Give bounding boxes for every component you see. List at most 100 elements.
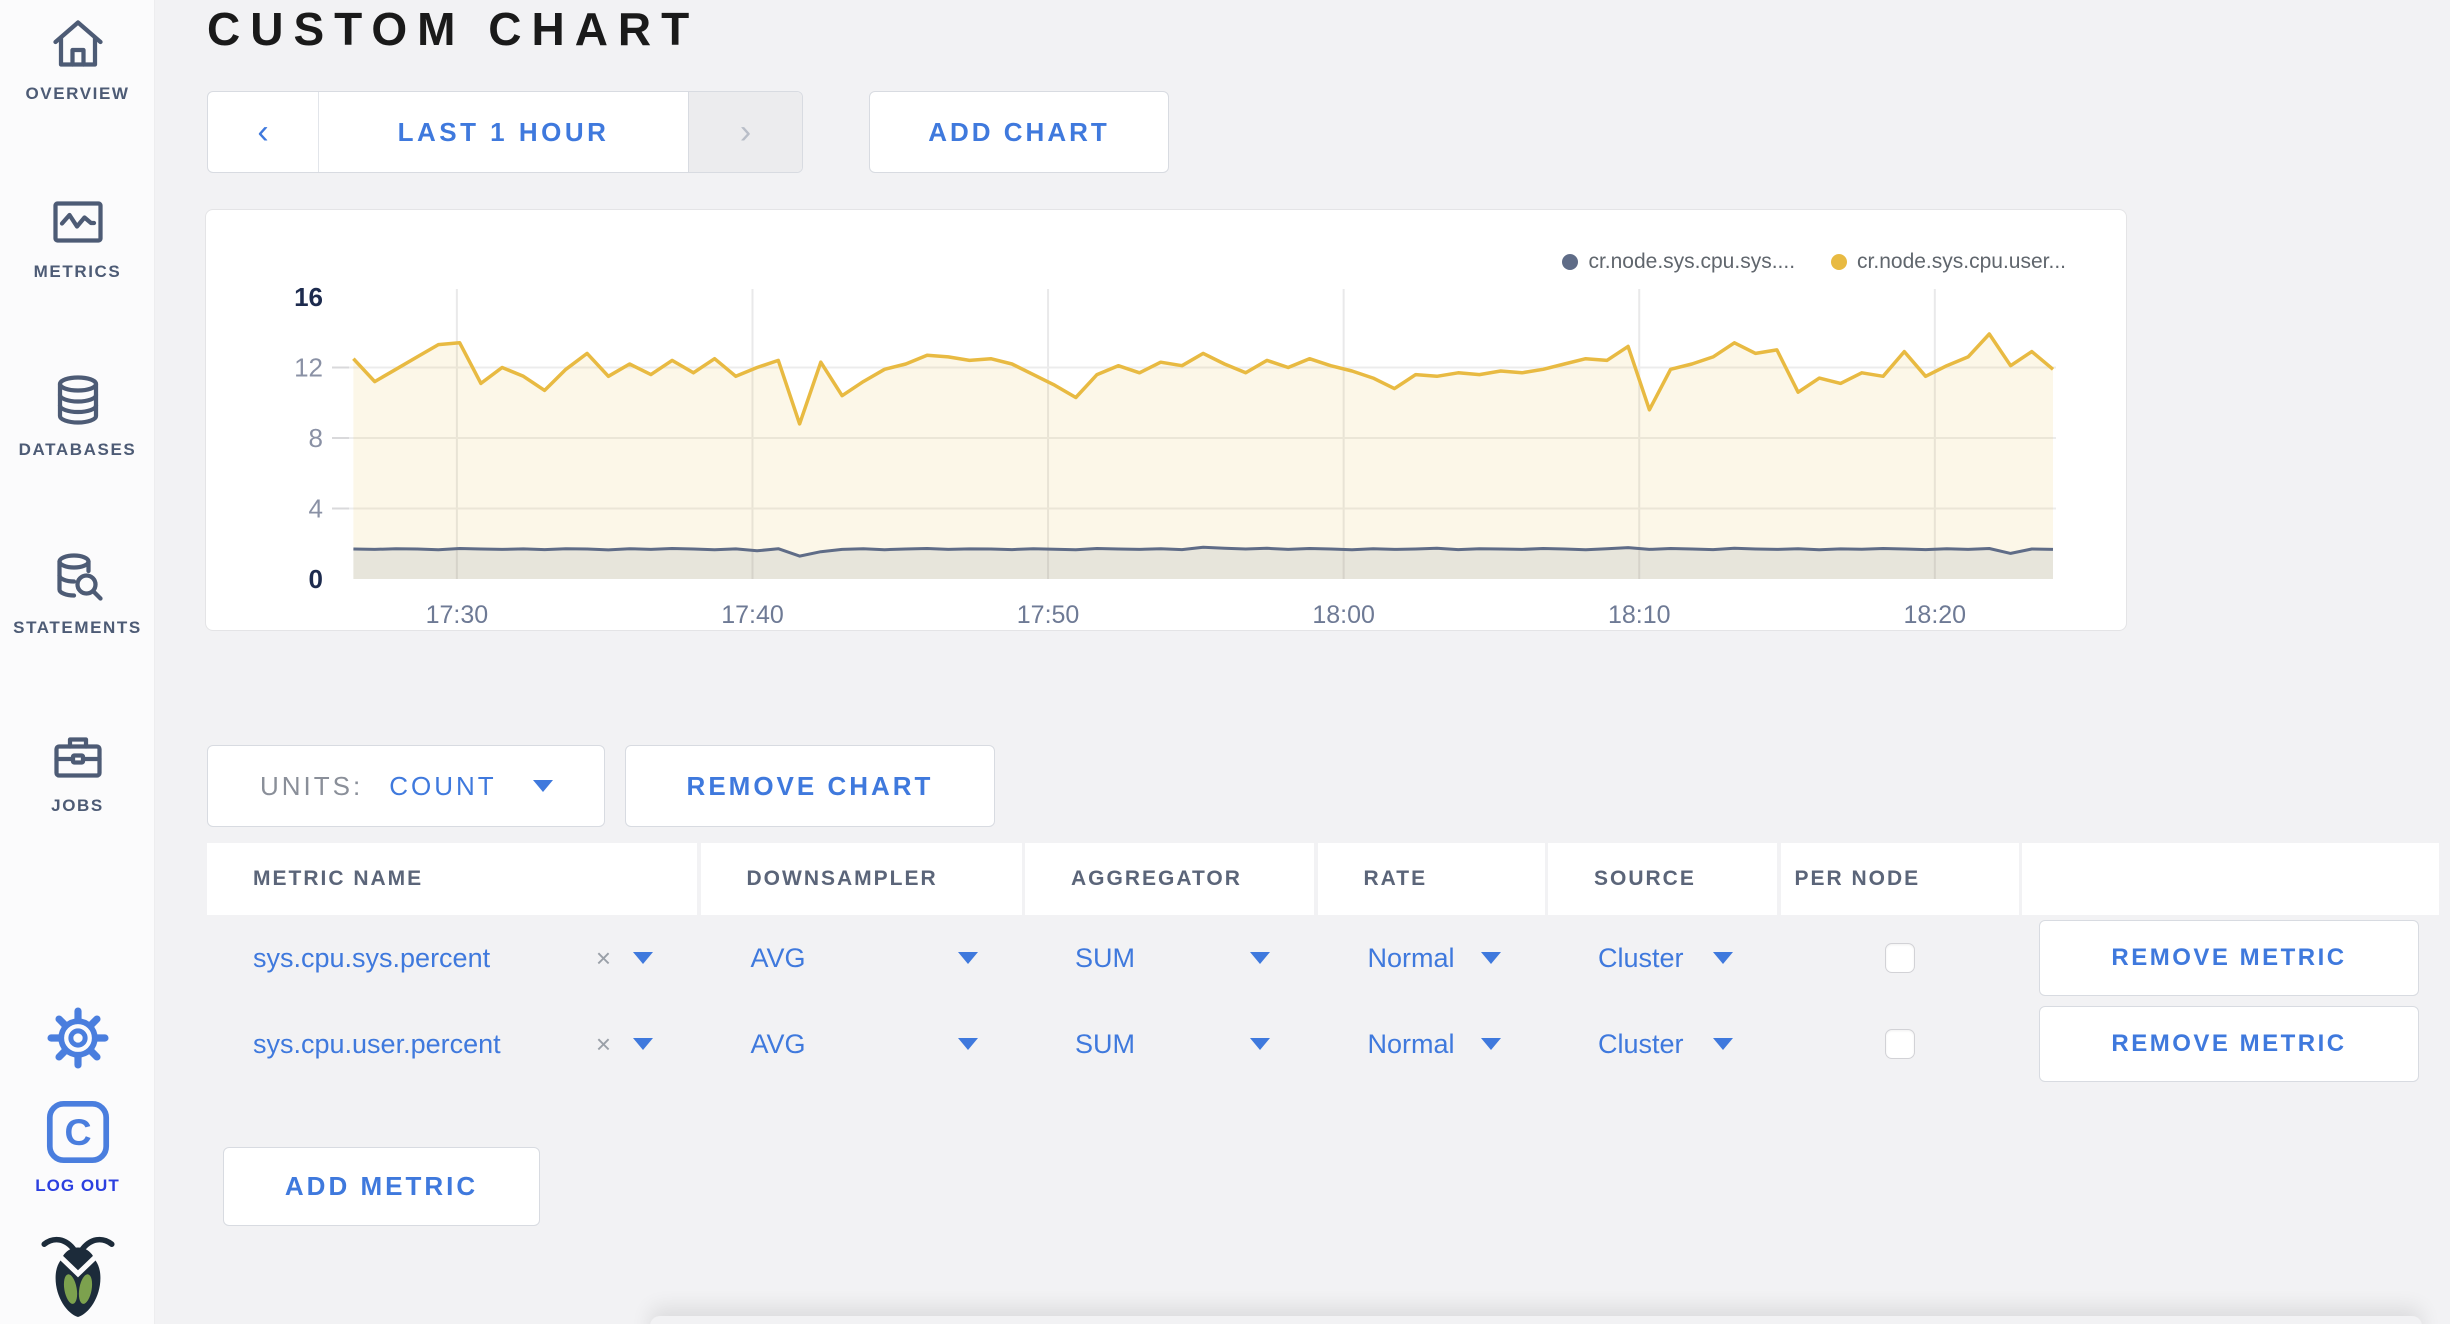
page-title: CUSTOM CHART <box>207 3 700 55</box>
sidebar-item-label: METRICS <box>33 262 122 281</box>
svg-text:18:10: 18:10 <box>1608 601 1671 629</box>
per-node-checkbox[interactable] <box>1884 1029 1915 1059</box>
svg-text:17:30: 17:30 <box>426 601 489 629</box>
rate-value: Normal <box>1367 942 1455 973</box>
units-dropdown[interactable]: UNITS: COUNT <box>207 745 605 827</box>
svg-text:12: 12 <box>294 353 323 383</box>
downsampler-select[interactable]: AVG <box>701 915 1022 1001</box>
table-row: sys.cpu.sys.percent × AVG SUM Normal Clu… <box>207 915 2439 1001</box>
clear-metric-icon[interactable]: × <box>595 942 611 973</box>
svg-text:17:40: 17:40 <box>721 601 784 629</box>
svg-text:0: 0 <box>309 564 323 594</box>
chevron-down-icon <box>532 780 553 792</box>
chevron-down-icon <box>1713 1038 1733 1050</box>
chevron-down-icon[interactable] <box>633 1038 653 1050</box>
downsampler-value: AVG <box>750 1028 806 1059</box>
chart-card: 16 12 8 4 0 17:30 17:40 17:50 18:00 18:10 18:20 cr… <box>205 209 2127 631</box>
downsampler-value: AVG <box>750 942 806 973</box>
rate-select[interactable]: Normal <box>1318 1001 1545 1087</box>
sidebar-item-jobs[interactable]: JOBS <box>0 726 155 816</box>
source-value: Cluster <box>1598 1028 1684 1059</box>
svg-text:18:20: 18:20 <box>1904 601 1967 629</box>
column-header-source: SOURCE <box>1548 843 1777 915</box>
add-chart-button[interactable]: ADD CHART <box>869 91 1169 173</box>
downsampler-select[interactable]: AVG <box>701 1001 1022 1087</box>
svg-text:18:00: 18:00 <box>1312 601 1375 629</box>
column-header-actions <box>2022 843 2439 915</box>
legend-label-user: cr.node.sys.cpu.user... <box>1857 250 2066 273</box>
home-icon <box>47 14 109 74</box>
sidebar-item-label: JOBS <box>51 796 104 815</box>
sidebar-item-label: STATEMENTS <box>13 618 142 637</box>
metrics-chart-icon <box>47 192 109 252</box>
database-icon <box>47 370 109 430</box>
sidebar-item-overview[interactable]: OVERVIEW <box>0 14 155 104</box>
svg-text:4: 4 <box>309 494 323 524</box>
chevron-down-icon[interactable] <box>633 952 653 964</box>
below-fold-shadow <box>650 1316 2422 1324</box>
rate-select[interactable]: Normal <box>1318 915 1545 1001</box>
svg-text:8: 8 <box>309 423 323 453</box>
chevron-down-icon <box>1250 1038 1270 1050</box>
source-value: Cluster <box>1598 942 1684 973</box>
aggregator-value: SUM <box>1075 942 1135 973</box>
remove-chart-button[interactable]: REMOVE CHART <box>625 745 995 827</box>
legend-item-sys[interactable]: cr.node.sys.cpu.sys.... <box>1562 250 1795 274</box>
svg-text:C: C <box>64 1111 91 1153</box>
source-select[interactable]: Cluster <box>1548 1001 1777 1087</box>
source-select[interactable]: Cluster <box>1548 915 1777 1001</box>
metric-name-input[interactable]: sys.cpu.sys.percent <box>253 942 491 973</box>
aggregator-select[interactable]: SUM <box>1025 915 1314 1001</box>
sidebar-item-label: DATABASES <box>18 440 137 459</box>
sidebar-item-settings[interactable] <box>0 1005 155 1071</box>
cockroach-bug-icon <box>39 1232 117 1324</box>
logout-label: LOG OUT <box>35 1176 120 1195</box>
sidebar: OVERVIEW METRICS DATABASES <box>0 0 155 1324</box>
svg-text:17:50: 17:50 <box>1017 601 1080 629</box>
remove-metric-button[interactable]: REMOVE METRIC <box>2039 920 2419 996</box>
chevron-down-icon <box>957 1038 978 1050</box>
chart-legend: cr.node.sys.cpu.sys.... cr.node.sys.cpu.… <box>1562 250 2066 274</box>
sidebar-item-databases[interactable]: DATABASES <box>0 370 155 460</box>
time-range-label[interactable]: LAST 1 HOUR <box>397 116 610 147</box>
chevron-down-icon <box>1480 1038 1501 1050</box>
briefcase-icon <box>47 726 109 786</box>
database-search-icon <box>47 548 109 608</box>
legend-dot-user <box>1831 254 1848 270</box>
column-header-downsampler: DOWNSAMPLER <box>700 843 1022 915</box>
time-range-next-button[interactable]: › <box>688 92 802 172</box>
gear-icon <box>45 1005 111 1071</box>
sidebar-item-statements[interactable]: STATEMENTS <box>0 548 155 638</box>
sidebar-item-metrics[interactable]: METRICS <box>0 192 155 282</box>
timeseries-chart: 16 12 8 4 0 17:30 17:40 17:50 18:00 18:10 18:20 <box>294 282 2056 629</box>
time-range-selector: ‹ LAST 1 HOUR › <box>207 91 803 173</box>
column-header-rate: RATE <box>1317 843 1545 915</box>
chevron-left-icon: ‹ <box>257 112 269 151</box>
chevron-down-icon <box>957 952 978 964</box>
cockroach-logo <box>0 1232 155 1324</box>
chevron-down-icon <box>1250 952 1270 964</box>
remove-metric-button[interactable]: REMOVE METRIC <box>2039 1006 2419 1082</box>
table-row: sys.cpu.user.percent × AVG SUM Normal Cl… <box>207 1001 2439 1087</box>
units-value: COUNT <box>389 770 497 801</box>
aggregator-value: SUM <box>1075 1028 1135 1059</box>
svg-text:16: 16 <box>294 282 323 312</box>
sidebar-item-logout[interactable]: C LOG OUT <box>0 1096 155 1196</box>
aggregator-select[interactable]: SUM <box>1025 1001 1314 1087</box>
metrics-table: METRIC NAME DOWNSAMPLER AGGREGATOR RATE … <box>207 843 2439 1087</box>
legend-dot-sys <box>1562 254 1579 270</box>
cockroach-console-icon: C <box>42 1096 114 1168</box>
legend-label-sys: cr.node.sys.cpu.sys.... <box>1588 250 1796 273</box>
metrics-table-header: METRIC NAME DOWNSAMPLER AGGREGATOR RATE … <box>207 843 2439 915</box>
per-node-checkbox[interactable] <box>1884 943 1915 973</box>
chevron-down-icon <box>1480 952 1501 964</box>
legend-item-user[interactable]: cr.node.sys.cpu.user... <box>1831 250 2066 274</box>
metric-name-input[interactable]: sys.cpu.user.percent <box>253 1028 501 1059</box>
add-metric-button[interactable]: ADD METRIC <box>223 1147 540 1226</box>
column-header-per-node: PER NODE <box>1780 843 2019 915</box>
chevron-down-icon <box>1713 952 1733 964</box>
time-range-prev-button[interactable]: ‹ <box>208 92 319 172</box>
column-header-metric-name: METRIC NAME <box>207 843 697 915</box>
units-label: UNITS: <box>260 770 364 801</box>
clear-metric-icon[interactable]: × <box>595 1028 611 1059</box>
